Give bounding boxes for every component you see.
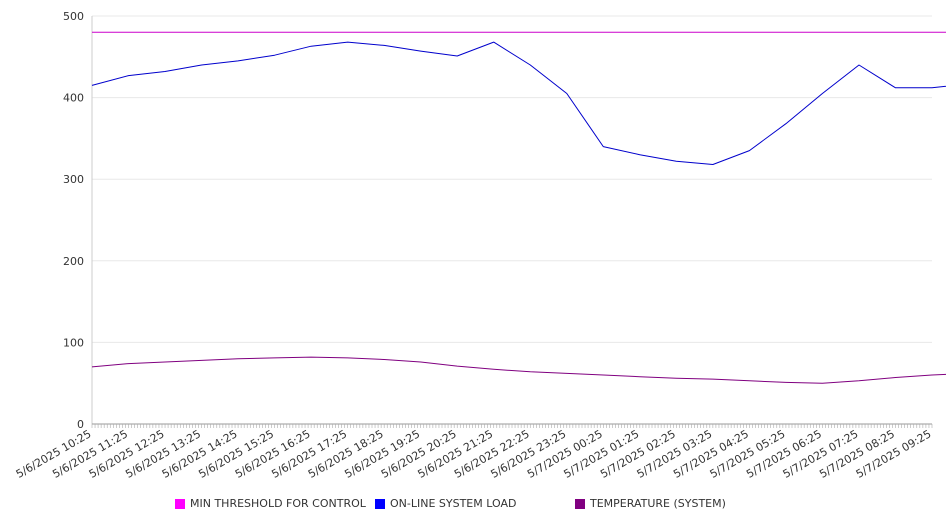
axes bbox=[91, 16, 933, 428]
legend-label-threshold: MIN THRESHOLD FOR CONTROL bbox=[190, 497, 366, 510]
legend-item-system-load[interactable]: ON-LINE SYSTEM LOAD bbox=[375, 497, 516, 510]
series-line-1 bbox=[91, 41, 946, 165]
legend-swatch-system-load bbox=[375, 498, 385, 509]
legend-swatch-temperature bbox=[575, 498, 585, 509]
legend: MIN THRESHOLD FOR CONTROL ON-LINE SYSTEM… bbox=[0, 497, 946, 515]
legend-item-threshold[interactable]: MIN THRESHOLD FOR CONTROL bbox=[175, 497, 366, 510]
series-lines bbox=[91, 31, 946, 384]
grid-lines bbox=[92, 15, 932, 343]
series-line-2 bbox=[91, 356, 946, 384]
legend-label-temperature: TEMPERATURE (SYSTEM) bbox=[590, 497, 726, 510]
legend-label-system-load: ON-LINE SYSTEM LOAD bbox=[390, 497, 517, 510]
legend-item-temperature[interactable]: TEMPERATURE (SYSTEM) bbox=[575, 497, 726, 510]
y-tick-label: 300 bbox=[63, 173, 84, 186]
legend-swatch-threshold bbox=[175, 498, 185, 509]
y-tick-label: 100 bbox=[63, 336, 84, 349]
y-tick-label: 400 bbox=[63, 92, 84, 105]
y-tick-label: 500 bbox=[63, 10, 84, 23]
y-tick-label: 0 bbox=[77, 418, 84, 431]
y-tick-label: 200 bbox=[63, 255, 84, 268]
